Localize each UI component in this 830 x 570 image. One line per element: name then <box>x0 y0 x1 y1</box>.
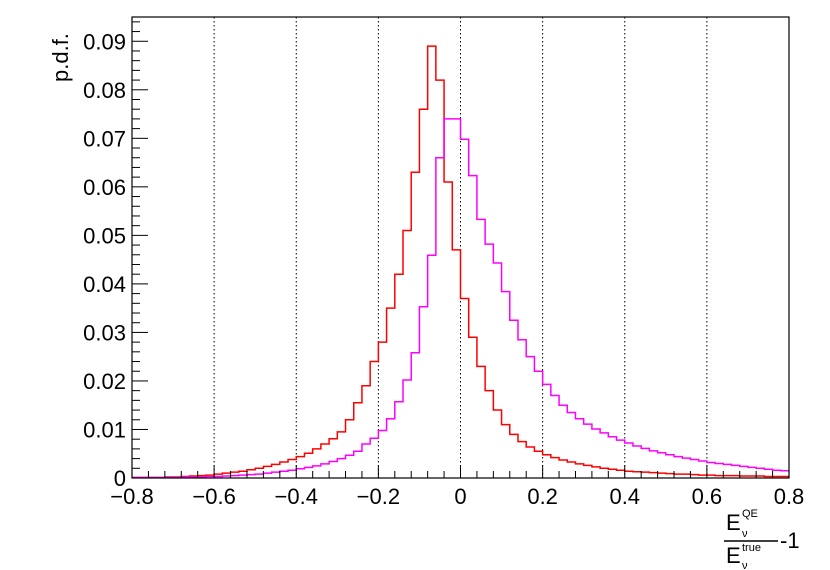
x-tick-label: 0.8 <box>774 484 805 509</box>
y-tick-label: 0.07 <box>83 126 126 151</box>
y-tick-label: 0 <box>114 466 126 491</box>
y-tick-label: 0.01 <box>83 417 126 442</box>
series-1-histogram <box>132 45 789 479</box>
x-tick-label: 0.2 <box>527 484 558 509</box>
axis-ticks <box>131 21 790 479</box>
x-tick-label: −0.2 <box>357 484 400 509</box>
xlabel-denominator-sub: ν <box>742 560 748 570</box>
xlabel-denominator: E <box>726 543 741 568</box>
y-tick-label: 0.08 <box>83 78 126 103</box>
y-tick-label: 0.02 <box>83 369 126 394</box>
x-tick-label: 0 <box>454 484 466 509</box>
x-axis-label: E QE ν E true ν -1 <box>724 508 800 570</box>
x-tick-label: 0.4 <box>609 484 640 509</box>
y-tick-label: 0.06 <box>83 175 126 200</box>
y-tick-label: 0.05 <box>83 223 126 248</box>
x-tick-label: −0.6 <box>192 484 235 509</box>
y-axis-label: p.d.f. <box>48 33 73 82</box>
series-layer <box>132 45 789 479</box>
xlabel-numerator-sup: QE <box>742 508 758 520</box>
xlabel-numerator-sub: ν <box>742 528 748 540</box>
x-tick-label: −0.8 <box>110 484 153 509</box>
x-tick-label: −0.4 <box>275 484 318 509</box>
y-tick-label: 0.03 <box>83 320 126 345</box>
vertical-grid <box>213 17 708 478</box>
xlabel-suffix: -1 <box>780 528 800 553</box>
y-tick-label: 0.09 <box>83 29 126 54</box>
y-tick-label: 0.04 <box>83 272 126 297</box>
xlabel-denominator-sup: true <box>742 542 761 554</box>
xlabel-numerator: E <box>726 510 741 535</box>
tick-labels: −0.8 −0.6 −0.4 −0.2 0 0.2 0.4 0.6 0.8 0 0.01 0.02 0.… <box>83 29 804 509</box>
series-2-histogram <box>132 118 789 479</box>
x-tick-label: 0.6 <box>692 484 723 509</box>
